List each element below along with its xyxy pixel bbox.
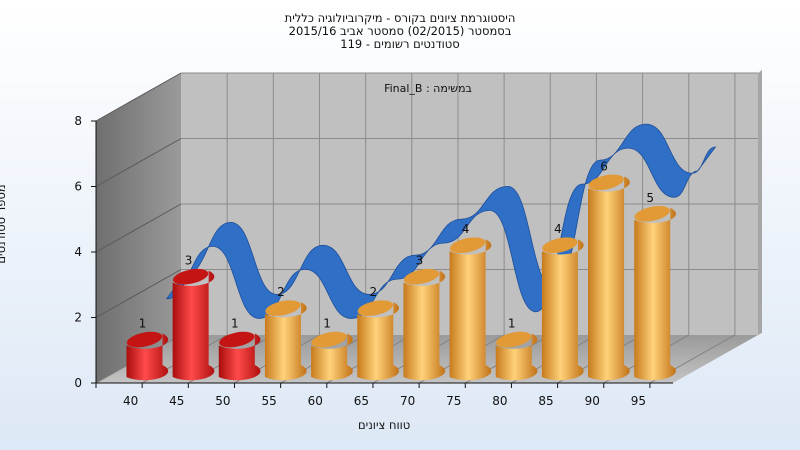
chart-header-line-1: היסטוגרמת ציונים בקורס - מיקרוביולוגיה כ… [284,11,516,25]
bar-40 [126,331,169,381]
bar-body [218,333,261,381]
data-label-45: 3 [185,254,193,268]
data-label-40: 1 [139,317,147,331]
x-tick-label: 90 [585,394,600,408]
bar-top [126,331,163,348]
data-label-55: 2 [277,285,285,299]
bar-55 [264,300,307,381]
bar-85 [541,237,584,381]
bar-90 [588,174,630,381]
bar-body [311,333,353,381]
bar-body [449,239,492,381]
y-axis-title: מספר סטודנטים [0,184,8,264]
x-tick-label: 70 [400,394,415,408]
bar-body [126,333,169,381]
bar-top [496,331,532,348]
bar-body [495,333,538,381]
y-tick-label: 2 [74,311,82,325]
data-label-80: 1 [508,317,516,331]
bar-body [541,239,584,381]
bar-60 [311,331,353,381]
x-tick-label: 65 [354,394,369,408]
y-tick-label: 6 [74,180,82,194]
data-label-50: 1 [231,317,239,331]
data-label-75: 4 [462,222,470,236]
data-label-95: 5 [646,191,654,205]
bar-top [172,268,209,285]
gridline-left [95,269,182,318]
bars [126,174,676,381]
x-tick-label: 45 [169,394,184,408]
y-tick-label: 4 [74,245,82,259]
x-tick-label: 50 [215,394,230,408]
bar-body [172,270,215,381]
x-tick-label: 80 [492,394,507,408]
bar-top [311,331,347,348]
gridline-left [95,138,182,187]
x-tick-label: 55 [261,394,276,408]
bar-75 [449,237,492,381]
x-tick-label: 40 [123,394,138,408]
bar-body [634,207,676,381]
bar-top [265,300,301,316]
bar-top [449,237,486,254]
y-tick-label: 8 [74,114,82,128]
bar-body [588,176,630,381]
x-tick-label: 75 [446,394,461,408]
data-label-90: 6 [600,159,608,173]
bar-50 [218,331,261,381]
chart-subtitle: במשימה : Final_B [384,82,472,95]
bar-80 [495,331,538,381]
chart-header-line-3: סטודנטים רשומים - 119 [340,37,460,51]
bar-95 [634,205,676,381]
bar-top [588,174,624,191]
right-wall-edge [758,70,762,335]
bar-70 [403,268,446,381]
bar-body [403,270,446,381]
data-label-65: 2 [369,285,377,299]
x-axis-title: טווח ציונים [358,418,411,432]
x-tick-label: 60 [308,394,323,408]
bar-top [357,300,393,316]
data-label-70: 3 [416,254,424,268]
data-label-85: 4 [554,222,562,236]
chart-header-line-2: בסמסטר (02/2015) סמסטר אביב 2015/16 [288,24,512,38]
bar-top [542,237,578,254]
bar-top [634,205,670,222]
x-tick-label: 95 [631,394,646,408]
trend-ribbon [165,123,717,319]
gridline-left [95,72,182,122]
bar-top [403,268,440,285]
y-tick-label: 0 [74,376,82,390]
trend-ribbon-shape [165,123,717,319]
data-label-60: 1 [323,317,331,331]
bar-body [357,302,399,381]
bar-65 [357,300,399,381]
bar-top [219,331,255,348]
data-labels: 1 3 1 2 1 2 3 4 1 4 6 5 [139,159,654,330]
bar-body [264,302,307,381]
bar-45 [172,268,215,381]
x-tick-label: 85 [538,394,553,408]
gridline-left [95,203,182,253]
